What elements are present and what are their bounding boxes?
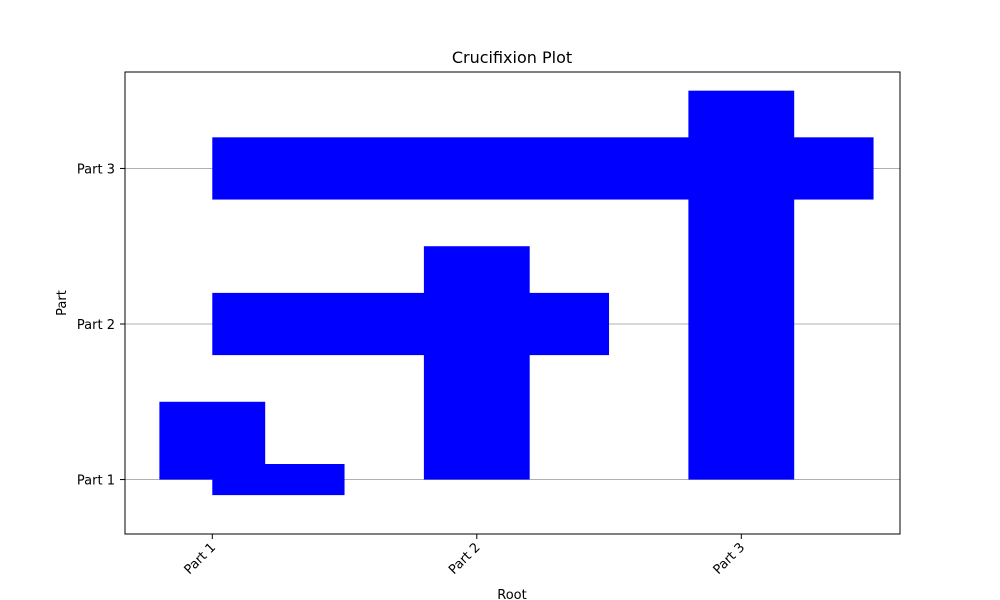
y-axis-label: Part [55,290,70,316]
vbar-1 [159,401,266,480]
plot-area-frame [124,71,901,535]
bars [159,90,874,496]
y-tick-label-3: Part 3 [77,162,115,177]
hbar-2 [212,292,610,356]
vbar-2 [423,246,530,480]
y-tick-label-1: Part 1 [77,474,115,489]
vbar-3 [688,90,795,480]
x-axis-label: Root [497,588,526,600]
chart-title: Crucifixion Plot [452,48,572,67]
y-tick-label-2: Part 2 [77,318,115,333]
